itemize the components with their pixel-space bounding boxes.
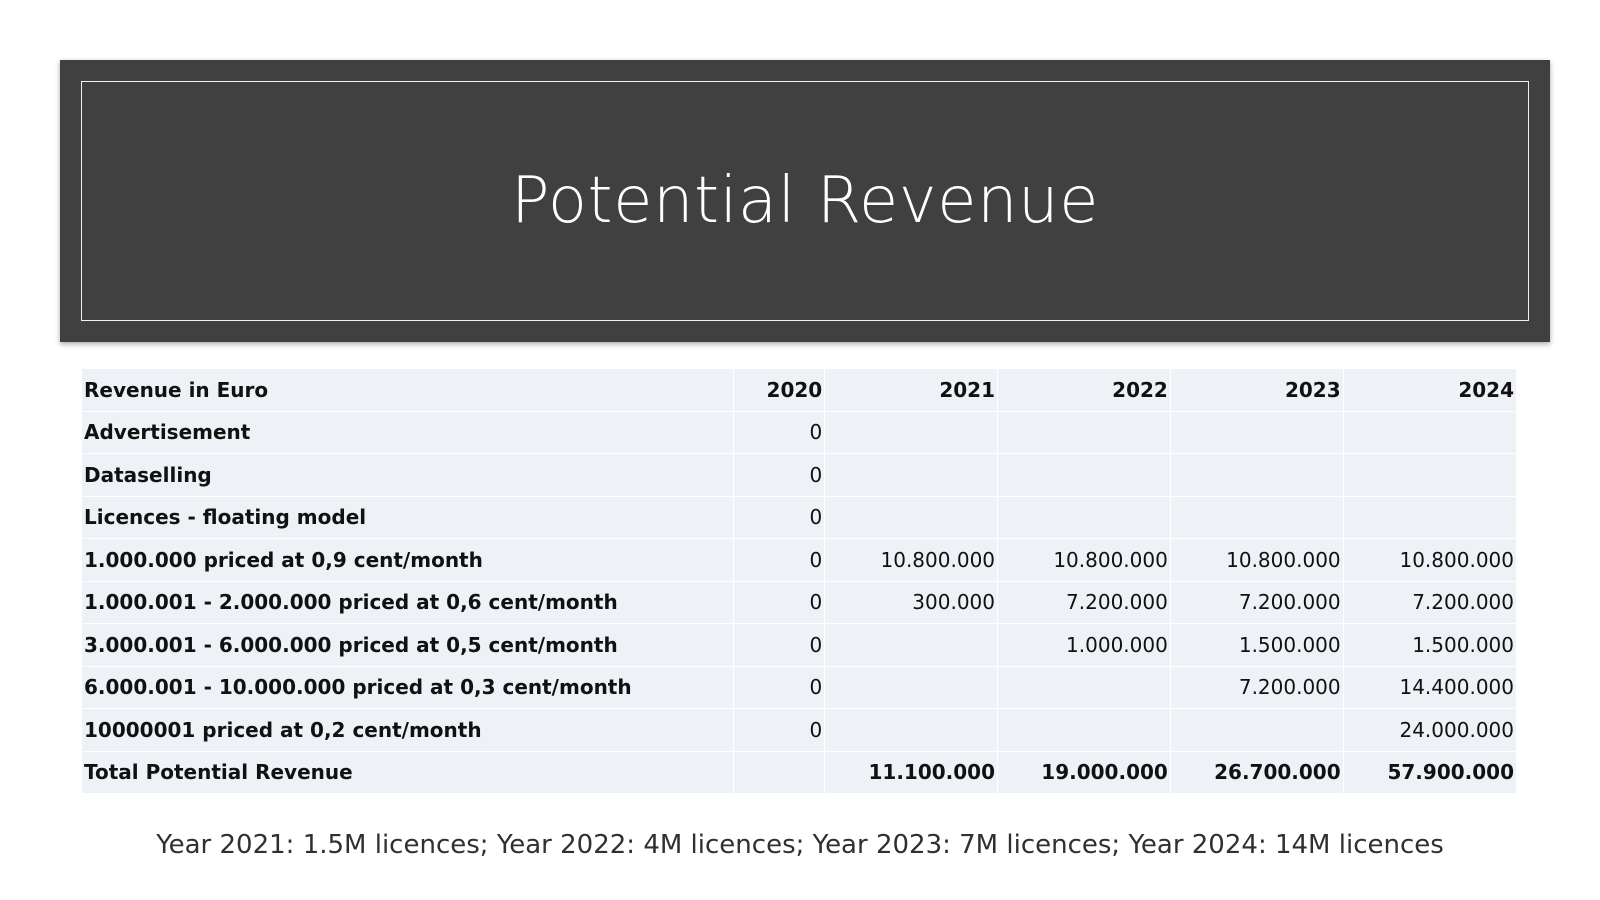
table-cell: 10.800.000 [1169,538,1344,582]
slide-title: Potential Revenue [511,164,1099,238]
total-label: Total Potential Revenue [84,760,353,785]
table-cell: 0 [732,538,825,582]
row-label: 3.000.001 - 6.000.000 priced at 0,5 cent… [82,623,734,667]
table-cell [997,708,1171,752]
table-cell: 24.000.000 [1342,708,1516,752]
table-cell [824,708,998,752]
column-header: 2022 [997,369,1171,412]
table-row: Licences - floating model 0 [82,496,1516,539]
column-header: 2021 [824,369,998,412]
table-cell [997,496,1171,539]
table-cell [824,453,998,497]
table-cell [1169,496,1344,539]
table-cell: 1.500.000 [1169,623,1344,667]
table-row: Dataselling 0 [82,453,1516,497]
table-cell: 0 [732,666,825,709]
revenue-table: Revenue in Euro 2020 2021 2022 2023 2024… [82,369,1516,793]
table-cell: 10.800.000 [997,538,1171,582]
table-cell: 10.800.000 [1342,538,1516,582]
total-cell: 11.100.000 [824,751,998,793]
table-cell [1342,411,1516,454]
table-cell: 0 [732,453,825,497]
table-cell: 10.800.000 [824,538,998,582]
table-cell: 14.400.000 [1342,666,1516,709]
table-cell [997,411,1171,454]
column-header: 2023 [1169,369,1344,412]
table-cell: 0 [732,623,825,667]
table-total-row: Total Potential Revenue 11.100.000 19.00… [82,751,1516,793]
table-cell [824,496,998,539]
table-cell: 7.200.000 [997,581,1171,624]
total-cell [732,751,825,793]
table-cell: 7.200.000 [1169,581,1344,624]
table-cell: 1.500.000 [1342,623,1516,667]
total-cell: 26.700.000 [1169,751,1344,793]
table-cell [997,453,1171,497]
table-cell: 7.200.000 [1169,666,1344,709]
table-header-row: Revenue in Euro 2020 2021 2022 2023 2024 [82,369,1516,412]
row-label: 10000001 priced at 0,2 cent/month [82,708,734,752]
table-cell [1169,453,1344,497]
table-row: Advertisement 0 [82,411,1516,454]
table-row: 3.000.001 - 6.000.000 priced at 0,5 cent… [82,623,1516,667]
licence-footnote: Year 2021: 1.5M licences; Year 2022: 4M … [156,830,1444,860]
table-row: 1.000.000 priced at 0,9 cent/month 0 10.… [82,538,1516,582]
column-header: 2024 [1342,369,1516,412]
row-label: 1.000.001 - 2.000.000 priced at 0,6 cent… [82,581,734,624]
row-label: Advertisement [82,411,734,454]
table-cell: 0 [732,581,825,624]
table-row: 10000001 priced at 0,2 cent/month 0 24.0… [82,708,1516,752]
table-cell [1169,708,1344,752]
title-frame [81,81,1529,321]
table-row: 1.000.001 - 2.000.000 priced at 0,6 cent… [82,581,1516,624]
table-cell: 7.200.000 [1342,581,1516,624]
table-cell: 0 [732,708,825,752]
table-cell [1342,453,1516,497]
table-cell [1169,411,1344,454]
table-cell: 300.000 [824,581,998,624]
row-label: Licences - floating model [82,496,734,539]
table-cell: 0 [732,411,825,454]
total-cell: 19.000.000 [997,751,1171,793]
table-cell [824,411,998,454]
row-label: 1.000.000 priced at 0,9 cent/month [82,538,734,582]
table-row: 6.000.001 - 10.000.000 priced at 0,3 cen… [82,666,1516,709]
title-band: Potential Revenue [60,60,1550,342]
table-cell [1342,496,1516,539]
column-header: Revenue in Euro [82,369,734,412]
total-cell: 57.900.000 [1342,751,1516,793]
table-cell: 0 [732,496,825,539]
table-cell [824,623,998,667]
column-header: 2020 [732,369,825,412]
row-label: Dataselling [82,453,734,497]
table-cell [824,666,998,709]
table-cell: 1.000.000 [997,623,1171,667]
table-cell [997,666,1171,709]
row-label: 6.000.001 - 10.000.000 priced at 0,3 cen… [82,666,734,709]
